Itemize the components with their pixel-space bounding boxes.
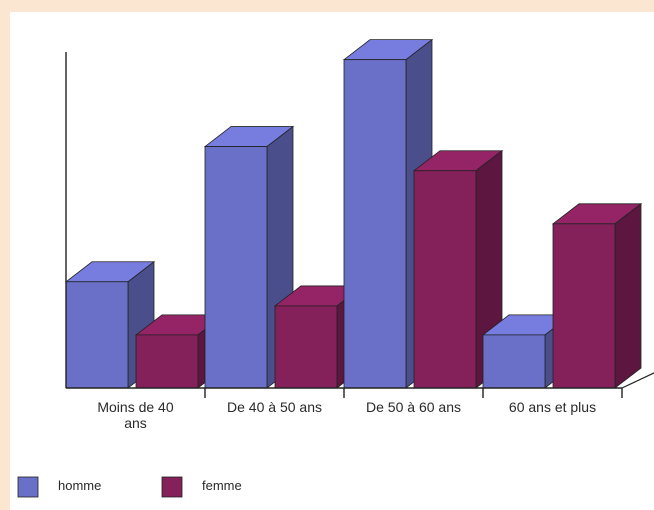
axes-layer [65, 52, 654, 398]
legend-label-femme: femme [202, 478, 242, 493]
bar-homme-2 [343, 59, 407, 389]
x-axis-depth-edge [621, 372, 654, 389]
bar-homme-0 [65, 281, 129, 389]
bar-femme-1 [274, 305, 338, 389]
bar-homme-1 [204, 146, 268, 389]
bar-side-femme-3 [614, 203, 642, 389]
bar-femme-3 [552, 223, 616, 389]
bar-femme-0 [135, 334, 199, 389]
x-tick-label-1: De 40 à 50 ans [227, 399, 322, 415]
x-tick-label-0: Moins de 40 [97, 399, 173, 415]
bar-femme-2 [413, 170, 477, 389]
legend-label-homme: homme [58, 478, 101, 493]
x-tick-label-2: De 50 à 60 ans [366, 399, 461, 415]
legend-swatch-homme [17, 476, 39, 498]
x-tick-label-0-line-1: ans [124, 415, 147, 431]
chart-panel: Moins de 40 ans De 40 à 50 ans De 50 à 60 a… [10, 12, 654, 510]
bar-homme-3 [482, 334, 546, 389]
legend-swatch-femme [161, 476, 183, 498]
legend: homme femme [17, 476, 242, 498]
x-tick-label-3: 60 ans et plus [509, 399, 596, 415]
bars-layer [64, 38, 643, 389]
